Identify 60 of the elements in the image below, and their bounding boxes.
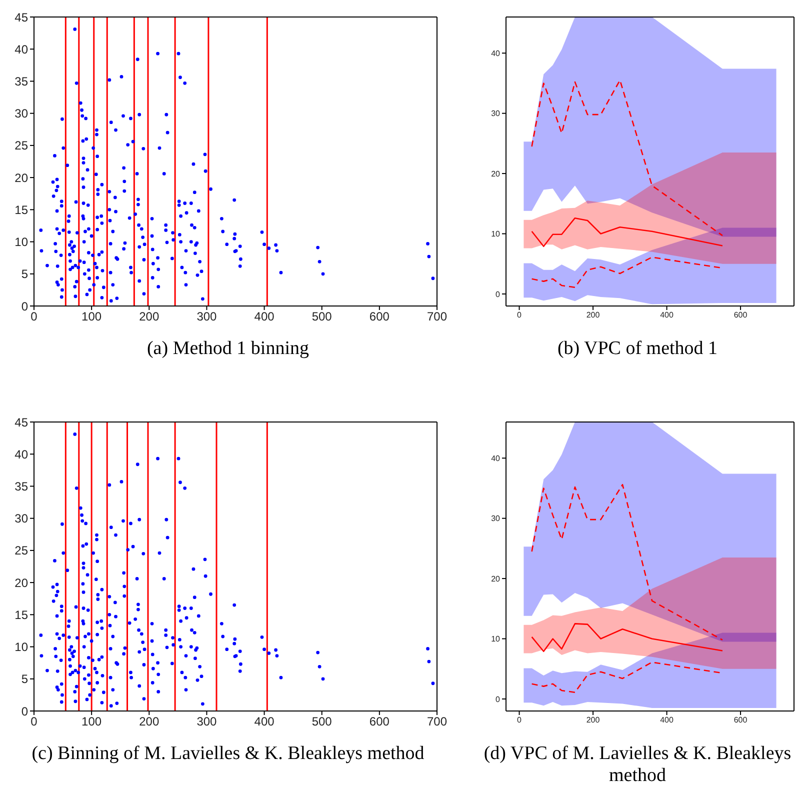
x-tick-label: 600 <box>369 310 390 324</box>
y-tick-label: 40 <box>491 454 501 463</box>
y-tick-label: 0 <box>496 694 501 704</box>
y-tick-label: 20 <box>491 169 501 178</box>
y-tick-label: 30 <box>491 109 501 118</box>
x-tick-label: 100 <box>82 310 102 324</box>
y-tick-label: 20 <box>491 574 501 584</box>
text: (b) VPC of method 1 <box>556 338 719 360</box>
y-tick-label: 35 <box>14 479 28 494</box>
x-tick-label: 200 <box>586 716 600 725</box>
line-series <box>531 623 724 652</box>
y-tick-label: 10 <box>491 230 501 239</box>
x-tick-label: 400 <box>254 714 275 729</box>
text: (c) Binning of M. Lavielles & K. Bleakleys method <box>30 743 426 765</box>
x-tick-label: 600 <box>734 716 748 725</box>
x-tick-label: 500 <box>312 310 332 324</box>
x-tick-label: 200 <box>139 310 160 324</box>
y-tick-label: 20 <box>14 170 28 185</box>
x-tick-label: 0 <box>517 310 522 320</box>
x-tick-label: 500 <box>312 714 332 729</box>
x-tick-label: 100 <box>82 714 102 729</box>
y-tick-label: 30 <box>14 512 28 526</box>
x-tick-label: 600 <box>369 714 390 729</box>
y-tick-label: 0 <box>496 290 501 299</box>
y-tick-label: 40 <box>14 447 28 462</box>
y-tick-label: 25 <box>14 544 28 558</box>
line-series <box>531 484 724 641</box>
x-tick-label: 700 <box>426 714 448 729</box>
x-tick-label: 300 <box>196 310 218 324</box>
x-tick-label: 700 <box>426 310 448 324</box>
y-tick-label: 5 <box>21 267 28 282</box>
x-tick-label: 0 <box>517 716 522 725</box>
text: (a) Method 1 binning <box>146 338 310 360</box>
x-tick-label: 600 <box>734 310 748 320</box>
y-tick-label: 5 <box>21 672 28 686</box>
x-tick-label: 400 <box>660 310 674 320</box>
x-tick-label: 400 <box>254 310 275 324</box>
x-tick-label: 300 <box>196 714 218 729</box>
y-tick-label: 35 <box>14 74 28 88</box>
y-tick-label: 30 <box>14 106 28 121</box>
y-tick-label: 40 <box>14 42 28 56</box>
y-tick-label: 20 <box>14 576 28 590</box>
y-tick-label: 10 <box>491 634 501 644</box>
y-tick-label: 15 <box>14 202 28 217</box>
text: (d) VPC of M. Lavielles & K. Bleakleys method <box>482 743 792 787</box>
line-series <box>531 217 724 248</box>
y-tick-label: 25 <box>14 138 28 153</box>
x-tick-label: 200 <box>139 714 160 729</box>
x-tick-label: 0 <box>30 714 38 729</box>
y-tick-label: 45 <box>14 415 28 430</box>
x-tick-label: 400 <box>660 716 674 725</box>
x-tick-label: 0 <box>30 310 38 324</box>
y-tick-label: 15 <box>14 608 28 622</box>
y-tick-label: 45 <box>14 10 28 24</box>
y-tick-label: 30 <box>491 514 501 524</box>
y-tick-label: 10 <box>14 235 28 250</box>
y-tick-label: 40 <box>491 48 501 58</box>
x-tick-label: 200 <box>586 310 600 320</box>
line-series <box>531 80 724 236</box>
y-tick-label: 10 <box>14 640 28 654</box>
